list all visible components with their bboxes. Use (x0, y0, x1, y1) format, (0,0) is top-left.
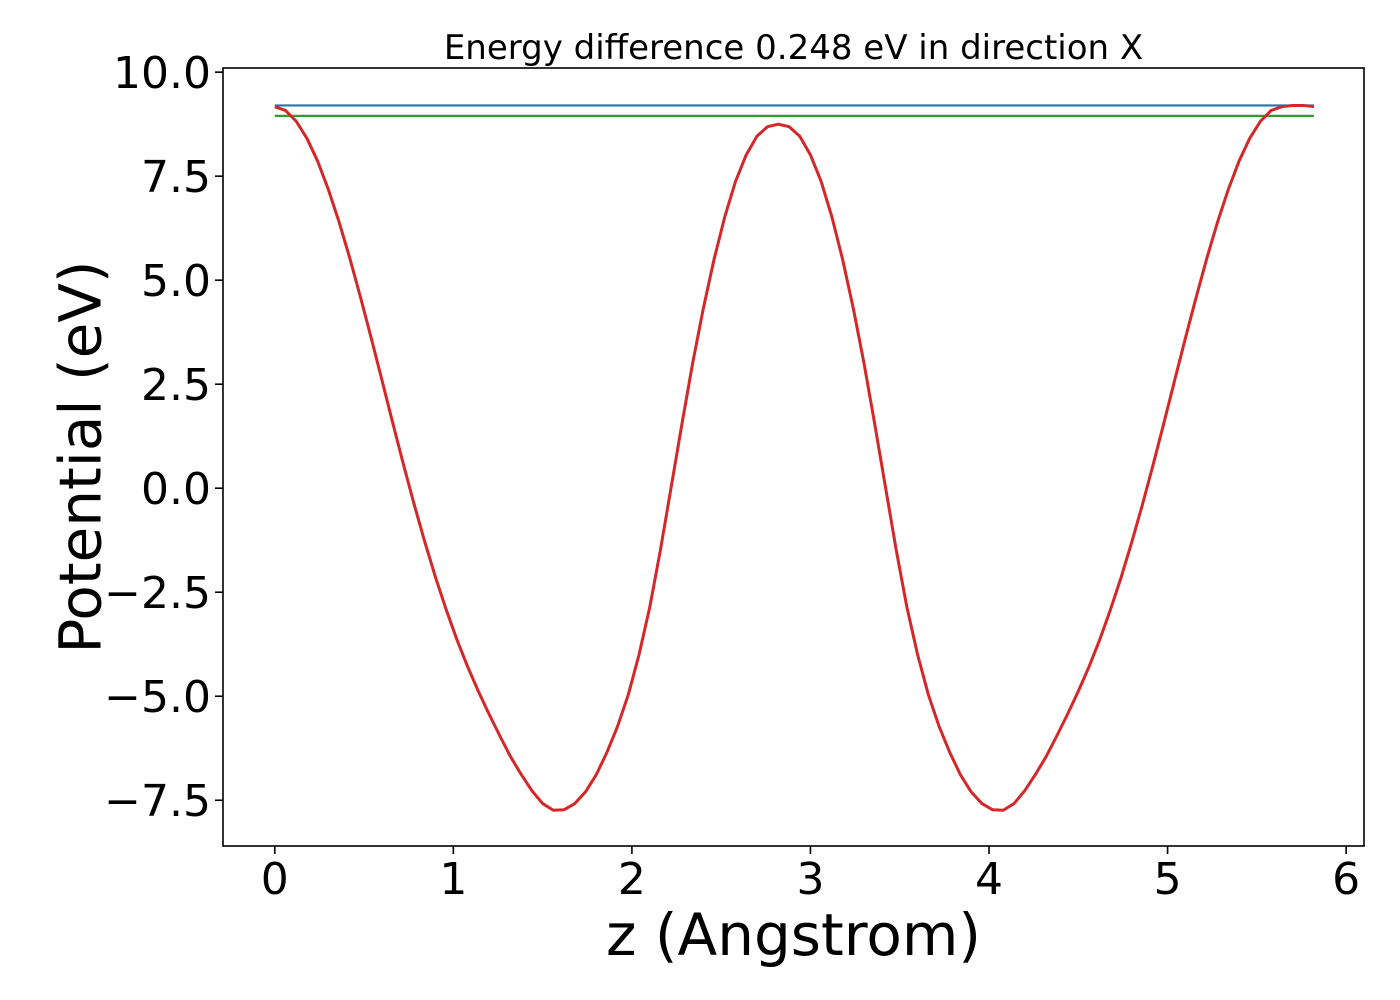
x-tick-label: 1 (439, 854, 467, 905)
x-axis-label: z (Angstrom) (606, 901, 981, 969)
plot-frame (222, 67, 1365, 847)
x-tick-label: 0 (261, 854, 289, 905)
y-tick-label: −7.5 (104, 776, 211, 827)
y-axis-label: Potential (eV) (46, 260, 114, 653)
y-tick-label: −5.0 (104, 672, 211, 723)
y-tick-label: 7.5 (141, 152, 211, 203)
y-axis: −7.5 −5.0 −2.5 0.0 2.5 5.0 7.5 10.0 (104, 48, 223, 827)
y-tick-label: 2.5 (141, 360, 211, 411)
x-axis: 0 1 2 3 4 5 6 (261, 846, 1360, 905)
y-tick-label: 10.0 (113, 48, 211, 99)
x-tick-label: 6 (1332, 854, 1360, 905)
y-tick-label: −2.5 (104, 568, 211, 619)
y-tick-label: 5.0 (141, 256, 211, 307)
x-tick-label: 5 (1154, 854, 1182, 905)
plot-area (274, 103, 1315, 812)
chart-title: Energy difference 0.248 eV in direction … (444, 28, 1143, 68)
y-tick-label: 0.0 (141, 464, 211, 515)
series-line-3 (274, 103, 1315, 812)
x-tick-label: 2 (618, 854, 646, 905)
x-tick-label: 3 (796, 854, 824, 905)
x-tick-label: 4 (975, 854, 1003, 905)
